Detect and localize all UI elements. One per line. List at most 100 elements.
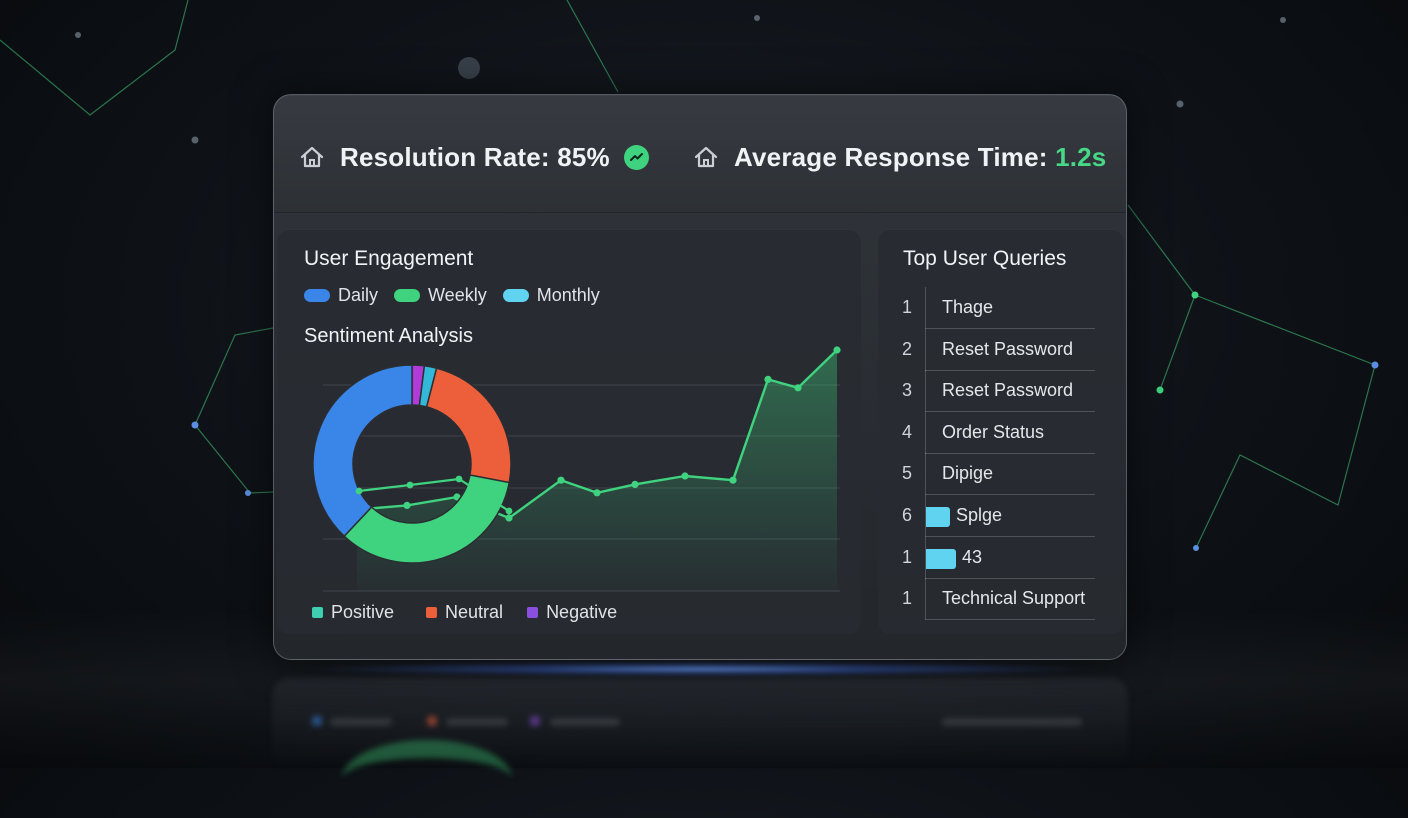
metric-resolution-rate: Resolution Rate: 85% xyxy=(298,139,649,175)
trend-up-icon xyxy=(623,144,649,170)
legend-weekly[interactable]: Weekly xyxy=(394,285,487,306)
row-divider xyxy=(925,453,926,496)
engagement-legend: Daily Weekly Monthly xyxy=(304,285,616,306)
legend-swatch xyxy=(527,607,539,618)
reflection-dot xyxy=(530,716,540,726)
reflection-arc xyxy=(342,740,512,818)
query-rank: 4 xyxy=(902,421,913,442)
query-rank: 1 xyxy=(902,588,913,609)
response-time-label: Average Response Time: xyxy=(734,141,1056,172)
area-point xyxy=(631,480,639,488)
area-point xyxy=(764,375,772,383)
row-divider xyxy=(925,369,1095,371)
row-divider xyxy=(925,495,926,537)
row-divider xyxy=(925,536,926,579)
area-point xyxy=(833,346,841,354)
reflection-dot xyxy=(427,716,437,726)
row-divider xyxy=(925,452,1095,454)
overlay-point xyxy=(406,481,414,489)
query-label: Order Status xyxy=(942,421,1045,442)
overlay-point xyxy=(455,475,463,483)
row-divider xyxy=(925,619,1095,621)
query-row[interactable]: 4 Order Status xyxy=(878,411,1124,454)
legend-monthly[interactable]: Monthly xyxy=(502,285,600,306)
query-row[interactable]: 1 Technical Support xyxy=(878,578,1124,621)
legend-label: Weekly xyxy=(428,285,487,305)
area-point xyxy=(403,501,411,509)
query-row[interactable]: 6 Splge xyxy=(878,495,1124,537)
query-rank: 1 xyxy=(902,546,913,567)
overlay-point xyxy=(505,507,513,515)
metrics-header: Resolution Rate: 85% Average Response Ti… xyxy=(274,95,1126,213)
reflection-bar xyxy=(446,718,508,726)
area-point xyxy=(557,476,565,484)
query-label: Splge xyxy=(956,505,1003,525)
query-bar xyxy=(926,507,950,527)
reflection-dot xyxy=(312,716,322,726)
panel-reflection xyxy=(272,678,1128,768)
row-divider xyxy=(925,328,1095,329)
query-row[interactable]: 1 43 xyxy=(878,536,1124,579)
row-divider xyxy=(925,411,926,454)
row-divider xyxy=(925,578,926,621)
legend-swatch xyxy=(312,607,323,618)
query-row[interactable]: 1 Thage xyxy=(878,287,1124,329)
row-divider xyxy=(925,494,1095,496)
reflection-bar xyxy=(330,718,392,726)
row-divider xyxy=(925,577,1095,579)
query-row[interactable]: 2 Reset Password xyxy=(878,328,1124,371)
legend-negative[interactable]: Negative xyxy=(527,602,617,623)
engagement-card: User Engagement Daily Weekly Monthly Sen… xyxy=(277,229,861,634)
area-point xyxy=(794,384,802,392)
area-point xyxy=(681,472,689,480)
query-rank: 3 xyxy=(902,380,913,401)
overlay-line xyxy=(358,477,510,512)
donut-slice xyxy=(312,364,413,538)
area-line xyxy=(356,349,838,520)
query-label: Thage xyxy=(942,297,994,317)
legend-label: Monthly xyxy=(536,285,600,305)
home-icon xyxy=(300,146,324,168)
legend-positive[interactable]: Positive xyxy=(312,602,394,623)
query-label: Dipige xyxy=(942,463,994,484)
top-queries-title: Top User Queries xyxy=(903,247,1067,270)
metric-response-time: Average Response Time: 1.2s xyxy=(692,139,1106,175)
row-divider xyxy=(925,287,926,329)
area-point xyxy=(593,489,601,497)
query-rank: 5 xyxy=(902,463,913,484)
legend-label: Daily xyxy=(338,285,379,305)
background-network xyxy=(0,0,1379,551)
donut-slice xyxy=(343,474,511,564)
legend-swatch xyxy=(394,289,421,302)
legend-swatch xyxy=(502,289,529,302)
query-label: Reset Password xyxy=(942,338,1074,359)
overlay-point xyxy=(355,487,363,495)
home-icon xyxy=(694,146,718,168)
response-time-value: 1.2s xyxy=(1055,141,1107,172)
legend-label: Neutral xyxy=(445,602,504,622)
query-row[interactable]: 5 Dipige xyxy=(878,453,1124,496)
query-rank: 6 xyxy=(902,505,913,525)
query-bar xyxy=(926,548,956,569)
reflection-bar xyxy=(942,718,1082,726)
query-row[interactable]: 3 Reset Password xyxy=(878,370,1124,413)
query-rank: 1 xyxy=(902,297,913,317)
row-divider xyxy=(925,536,1095,537)
query-rank: 2 xyxy=(902,338,913,359)
underglow xyxy=(300,662,1100,676)
engagement-chart xyxy=(312,346,841,592)
row-divider xyxy=(925,370,926,413)
query-label: Reset Password xyxy=(942,380,1074,401)
legend-neutral[interactable]: Neutral xyxy=(426,602,503,623)
legend-label: Positive xyxy=(331,602,395,622)
query-label: Technical Support xyxy=(942,588,1086,609)
row-divider xyxy=(925,328,926,371)
legend-swatch xyxy=(426,607,438,618)
sentiment-legend: Positive Neutral Negative xyxy=(312,602,633,623)
query-label: 43 xyxy=(962,546,983,567)
row-divider xyxy=(925,411,1095,413)
sentiment-title: Sentiment Analysis xyxy=(304,325,473,347)
engagement-title: User Engagement xyxy=(304,247,474,270)
reflection-bar xyxy=(550,718,620,726)
legend-daily[interactable]: Daily xyxy=(304,285,378,306)
